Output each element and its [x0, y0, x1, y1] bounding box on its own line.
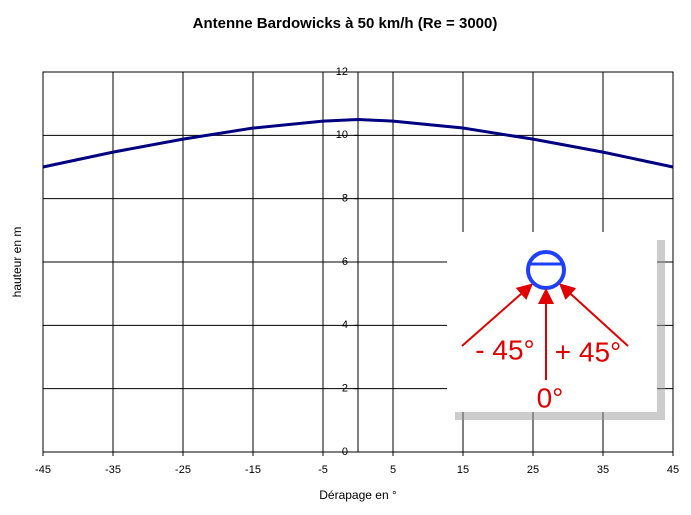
x-axis-label: Dérapage en ° — [319, 488, 397, 502]
inset-box — [447, 232, 657, 412]
x-tick-label: -15 — [245, 464, 261, 476]
arrow — [559, 283, 629, 347]
y-tick-label: 8 — [342, 193, 348, 205]
x-tick-label: -25 — [175, 464, 191, 476]
x-tick-label: 45 — [667, 464, 679, 476]
arrow — [461, 283, 533, 347]
inset-label: - 45° — [475, 334, 534, 365]
y-tick-label: 12 — [336, 66, 348, 78]
x-tick-label: 15 — [457, 464, 469, 476]
x-tick-label: -5 — [318, 464, 328, 476]
chart-title: Antenne Bardowicks à 50 km/h (Re = 3000) — [193, 15, 498, 32]
y-tick-label: 4 — [342, 319, 348, 331]
y-tick-label: 6 — [342, 256, 348, 268]
x-tick-label: 25 — [527, 464, 539, 476]
inset-label: 0° — [537, 382, 564, 413]
x-tick-label: -35 — [105, 464, 121, 476]
y-tick-label: 0 — [342, 446, 348, 458]
x-tick-label: -45 — [35, 464, 51, 476]
inset: - 45° + 45° 0° — [447, 232, 665, 420]
y-tick-label: 10 — [336, 129, 348, 141]
inset-label: + 45° — [555, 336, 621, 367]
y-axis-label: hauteur en m — [10, 227, 24, 298]
line-series — [42, 117, 674, 169]
y-tick-label: 2 — [342, 383, 348, 395]
x-tick-label: 35 — [597, 464, 609, 476]
x-tick-label: 5 — [390, 464, 396, 476]
